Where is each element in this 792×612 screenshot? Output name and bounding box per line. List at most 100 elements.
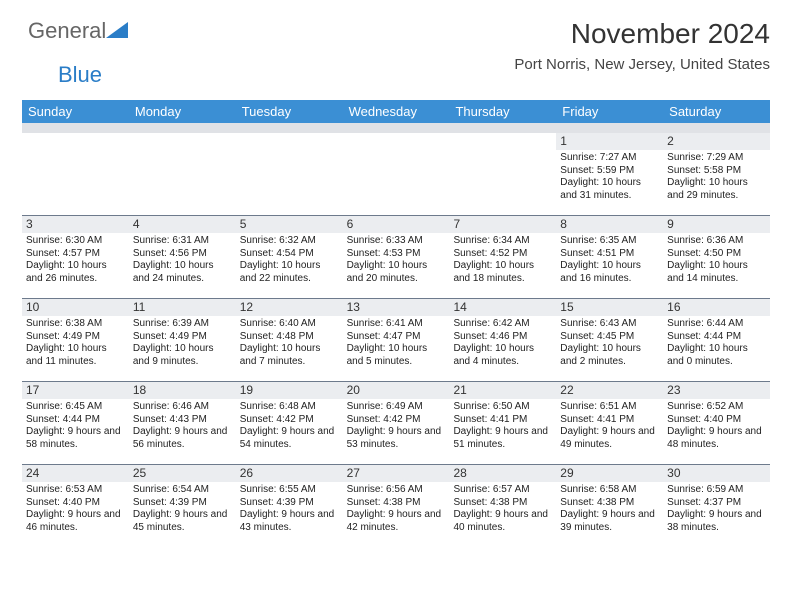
sunset-text: Sunset: 4:47 PM	[347, 331, 446, 344]
day-number: 19	[236, 382, 343, 399]
sunrise-text: Sunrise: 6:56 AM	[347, 484, 446, 497]
day-number: 6	[343, 216, 450, 233]
calendar-cell	[449, 133, 556, 215]
page-subtitle: Port Norris, New Jersey, United States	[514, 56, 770, 73]
sunset-text: Sunset: 4:52 PM	[453, 248, 552, 261]
sunset-text: Sunset: 4:44 PM	[26, 414, 125, 427]
logo: General Blue	[28, 18, 106, 70]
day-number: 21	[449, 382, 556, 399]
sunrise-text: Sunrise: 6:52 AM	[667, 401, 766, 414]
calendar-cell	[22, 133, 129, 215]
day-header: Friday	[556, 100, 663, 123]
day-number: 15	[556, 299, 663, 316]
sunset-text: Sunset: 4:46 PM	[453, 331, 552, 344]
sunrise-text: Sunrise: 6:59 AM	[667, 484, 766, 497]
daylight-text: Daylight: 9 hours and 45 minutes.	[133, 509, 232, 534]
calendar-week-row: 1Sunrise: 7:27 AMSunset: 5:59 PMDaylight…	[22, 133, 770, 215]
daylight-text: Daylight: 9 hours and 48 minutes.	[667, 426, 766, 451]
day-number: 12	[236, 299, 343, 316]
daylight-text: Daylight: 9 hours and 39 minutes.	[560, 509, 659, 534]
day-number: 16	[663, 299, 770, 316]
day-number: 23	[663, 382, 770, 399]
calendar-cell: 7Sunrise: 6:34 AMSunset: 4:52 PMDaylight…	[449, 216, 556, 298]
daylight-text: Daylight: 10 hours and 9 minutes.	[133, 343, 232, 368]
calendar-sub-bar	[22, 123, 770, 133]
sunset-text: Sunset: 4:57 PM	[26, 248, 125, 261]
calendar-cell: 14Sunrise: 6:42 AMSunset: 4:46 PMDayligh…	[449, 299, 556, 381]
sunset-text: Sunset: 4:37 PM	[667, 497, 766, 510]
day-number: 22	[556, 382, 663, 399]
day-number: 4	[129, 216, 236, 233]
day-number: 1	[556, 133, 663, 150]
sunrise-text: Sunrise: 6:44 AM	[667, 318, 766, 331]
page: General Blue November 2024 Port Norris, …	[0, 0, 792, 612]
sunrise-text: Sunrise: 6:53 AM	[26, 484, 125, 497]
sunrise-text: Sunrise: 6:38 AM	[26, 318, 125, 331]
daylight-text: Daylight: 10 hours and 7 minutes.	[240, 343, 339, 368]
sunset-text: Sunset: 4:42 PM	[240, 414, 339, 427]
sunrise-text: Sunrise: 6:39 AM	[133, 318, 232, 331]
day-number: 3	[22, 216, 129, 233]
calendar-cell: 18Sunrise: 6:46 AMSunset: 4:43 PMDayligh…	[129, 382, 236, 464]
sunset-text: Sunset: 4:45 PM	[560, 331, 659, 344]
calendar-cell: 4Sunrise: 6:31 AMSunset: 4:56 PMDaylight…	[129, 216, 236, 298]
day-header: Saturday	[663, 100, 770, 123]
logo-triangle-icon	[106, 22, 128, 38]
sunset-text: Sunset: 4:43 PM	[133, 414, 232, 427]
daylight-text: Daylight: 9 hours and 38 minutes.	[667, 509, 766, 534]
daylight-text: Daylight: 9 hours and 46 minutes.	[26, 509, 125, 534]
daylight-text: Daylight: 10 hours and 22 minutes.	[240, 260, 339, 285]
day-header: Monday	[129, 100, 236, 123]
sunset-text: Sunset: 4:41 PM	[453, 414, 552, 427]
calendar-cell: 20Sunrise: 6:49 AMSunset: 4:42 PMDayligh…	[343, 382, 450, 464]
daylight-text: Daylight: 10 hours and 4 minutes.	[453, 343, 552, 368]
sunset-text: Sunset: 4:53 PM	[347, 248, 446, 261]
sunset-text: Sunset: 4:50 PM	[667, 248, 766, 261]
day-number: 11	[129, 299, 236, 316]
day-number: 9	[663, 216, 770, 233]
daylight-text: Daylight: 9 hours and 58 minutes.	[26, 426, 125, 451]
calendar-cell: 1Sunrise: 7:27 AMSunset: 5:59 PMDaylight…	[556, 133, 663, 215]
calendar-cell: 12Sunrise: 6:40 AMSunset: 4:48 PMDayligh…	[236, 299, 343, 381]
calendar-cell: 8Sunrise: 6:35 AMSunset: 4:51 PMDaylight…	[556, 216, 663, 298]
sunset-text: Sunset: 4:48 PM	[240, 331, 339, 344]
logo-text-blue: Blue	[58, 62, 102, 87]
day-number: 27	[343, 465, 450, 482]
calendar-week-row: 17Sunrise: 6:45 AMSunset: 4:44 PMDayligh…	[22, 381, 770, 464]
daylight-text: Daylight: 9 hours and 42 minutes.	[347, 509, 446, 534]
calendar-cell: 11Sunrise: 6:39 AMSunset: 4:49 PMDayligh…	[129, 299, 236, 381]
calendar-week-row: 3Sunrise: 6:30 AMSunset: 4:57 PMDaylight…	[22, 215, 770, 298]
day-number: 7	[449, 216, 556, 233]
daylight-text: Daylight: 10 hours and 31 minutes.	[560, 177, 659, 202]
calendar-day-header-row: SundayMondayTuesdayWednesdayThursdayFrid…	[22, 100, 770, 123]
page-title: November 2024	[514, 18, 770, 50]
calendar-weeks: 1Sunrise: 7:27 AMSunset: 5:59 PMDaylight…	[22, 133, 770, 547]
daylight-text: Daylight: 10 hours and 0 minutes.	[667, 343, 766, 368]
sunset-text: Sunset: 4:40 PM	[26, 497, 125, 510]
daylight-text: Daylight: 9 hours and 53 minutes.	[347, 426, 446, 451]
daylight-text: Daylight: 9 hours and 56 minutes.	[133, 426, 232, 451]
day-number: 18	[129, 382, 236, 399]
day-number: 24	[22, 465, 129, 482]
daylight-text: Daylight: 10 hours and 29 minutes.	[667, 177, 766, 202]
sunset-text: Sunset: 4:38 PM	[560, 497, 659, 510]
daylight-text: Daylight: 9 hours and 43 minutes.	[240, 509, 339, 534]
calendar-cell: 10Sunrise: 6:38 AMSunset: 4:49 PMDayligh…	[22, 299, 129, 381]
calendar-cell: 3Sunrise: 6:30 AMSunset: 4:57 PMDaylight…	[22, 216, 129, 298]
calendar-cell: 22Sunrise: 6:51 AMSunset: 4:41 PMDayligh…	[556, 382, 663, 464]
day-number: 30	[663, 465, 770, 482]
daylight-text: Daylight: 10 hours and 24 minutes.	[133, 260, 232, 285]
calendar-cell: 21Sunrise: 6:50 AMSunset: 4:41 PMDayligh…	[449, 382, 556, 464]
calendar-cell: 25Sunrise: 6:54 AMSunset: 4:39 PMDayligh…	[129, 465, 236, 547]
day-number: 13	[343, 299, 450, 316]
daylight-text: Daylight: 10 hours and 16 minutes.	[560, 260, 659, 285]
daylight-text: Daylight: 9 hours and 49 minutes.	[560, 426, 659, 451]
calendar-cell	[129, 133, 236, 215]
day-number: 25	[129, 465, 236, 482]
calendar-cell: 6Sunrise: 6:33 AMSunset: 4:53 PMDaylight…	[343, 216, 450, 298]
sunset-text: Sunset: 4:56 PM	[133, 248, 232, 261]
calendar-cell: 2Sunrise: 7:29 AMSunset: 5:58 PMDaylight…	[663, 133, 770, 215]
day-header: Sunday	[22, 100, 129, 123]
sunrise-text: Sunrise: 6:36 AM	[667, 235, 766, 248]
sunset-text: Sunset: 4:39 PM	[240, 497, 339, 510]
